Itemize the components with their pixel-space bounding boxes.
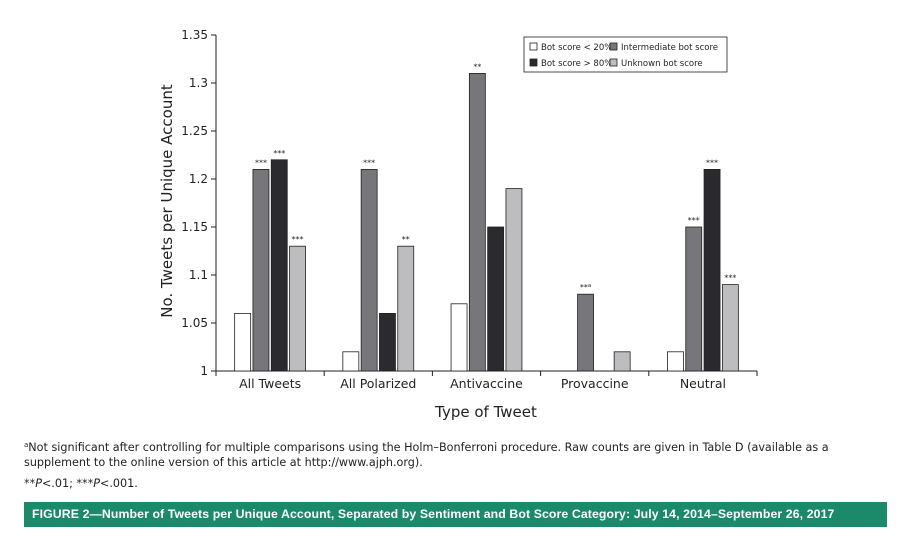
significance-label: *** [273, 149, 285, 158]
significance-labels: *** *******a************ ***** [255, 62, 736, 292]
legend-label: Intermediate bot score [621, 43, 718, 53]
significance-label: *** [255, 158, 267, 167]
footnote-a: aNot significant after controlling for m… [24, 438, 894, 470]
bar [505, 188, 523, 372]
figure-caption: FIGURE 2—Number of Tweets per Unique Acc… [24, 502, 887, 527]
bar [667, 351, 684, 372]
x-category-label: All Tweets [239, 376, 301, 391]
bar [577, 293, 594, 372]
legend-swatch [609, 58, 618, 67]
x-category-label: Neutral [680, 376, 726, 391]
x-category-label: All Polarized [340, 376, 416, 391]
bar [397, 245, 415, 372]
sig-threshold-2: <.001. [99, 477, 138, 490]
significance-label: *** [292, 235, 304, 244]
legend-swatch [529, 42, 538, 51]
significance-label: ** [473, 62, 481, 71]
bar [487, 226, 505, 372]
sig-stars-2: ** [24, 477, 36, 490]
bar [450, 303, 468, 372]
legend-box [523, 36, 728, 73]
bar [234, 312, 252, 372]
sig-threshold-1: <.01; *** [41, 477, 94, 490]
bar [379, 312, 396, 372]
y-tick-label: 1.1 [189, 268, 208, 282]
bar [289, 245, 306, 372]
footnotes: aNot significant after controlling for m… [24, 438, 894, 491]
bar [613, 351, 631, 372]
bar [252, 168, 270, 372]
y-tick-label: 1.15 [181, 220, 208, 234]
x-axis-title: Type of Tweet [434, 403, 537, 421]
y-axis: 1 1.05 1.1 1.15 1.2 1.25 1.3 1.35 [181, 28, 217, 378]
footnote-text: Not significant after controlling for mu… [24, 441, 829, 469]
bar [342, 351, 360, 372]
bar [703, 168, 721, 372]
legend-label: Bot score < 20% [541, 43, 612, 53]
y-axis-title: No. Tweets per Unique Account [158, 84, 176, 318]
x-category-label: Provaccine [561, 376, 629, 391]
p-symbol-2: P [93, 477, 100, 490]
significance-label: *** [363, 158, 375, 167]
legend-label: Unknown bot score [621, 59, 703, 69]
significance-label: *** [706, 158, 718, 167]
y-tick-label: 1.35 [181, 28, 208, 42]
significance-label: **a [580, 283, 591, 292]
y-tick-label: 1.2 [189, 172, 208, 186]
legend-swatch [529, 58, 538, 67]
y-tick-label: 1.05 [181, 316, 208, 330]
legend-swatch [609, 42, 618, 51]
bars [234, 73, 739, 372]
y-tick-label: 1 [200, 364, 208, 378]
significance-label: *** [724, 274, 736, 283]
significance-label: ** [402, 235, 410, 244]
x-axis: All Tweets All Polarized Antivaccine Provac… [215, 370, 758, 391]
significance-note: **P<.01; ***P<.001. [24, 476, 894, 491]
legend-label: Bot score > 80% [541, 59, 612, 69]
bar-chart: 11.051.11.151.21.251.31.35 All Tweets All… [158, 28, 758, 421]
bar [360, 168, 378, 372]
bar [468, 73, 486, 372]
bar [270, 159, 288, 372]
significance-label: *** [688, 216, 700, 225]
x-category-label: Antivaccine [450, 376, 523, 391]
footnote-marker: a [24, 441, 29, 449]
p-symbol-1: P [35, 477, 42, 490]
legend: Bot score < 20% Intermediate bot score Bot… [523, 36, 728, 73]
bar [721, 284, 739, 372]
y-tick-label: 1.25 [181, 124, 208, 138]
y-tick-label: 1.3 [189, 76, 208, 90]
bar [685, 226, 703, 372]
